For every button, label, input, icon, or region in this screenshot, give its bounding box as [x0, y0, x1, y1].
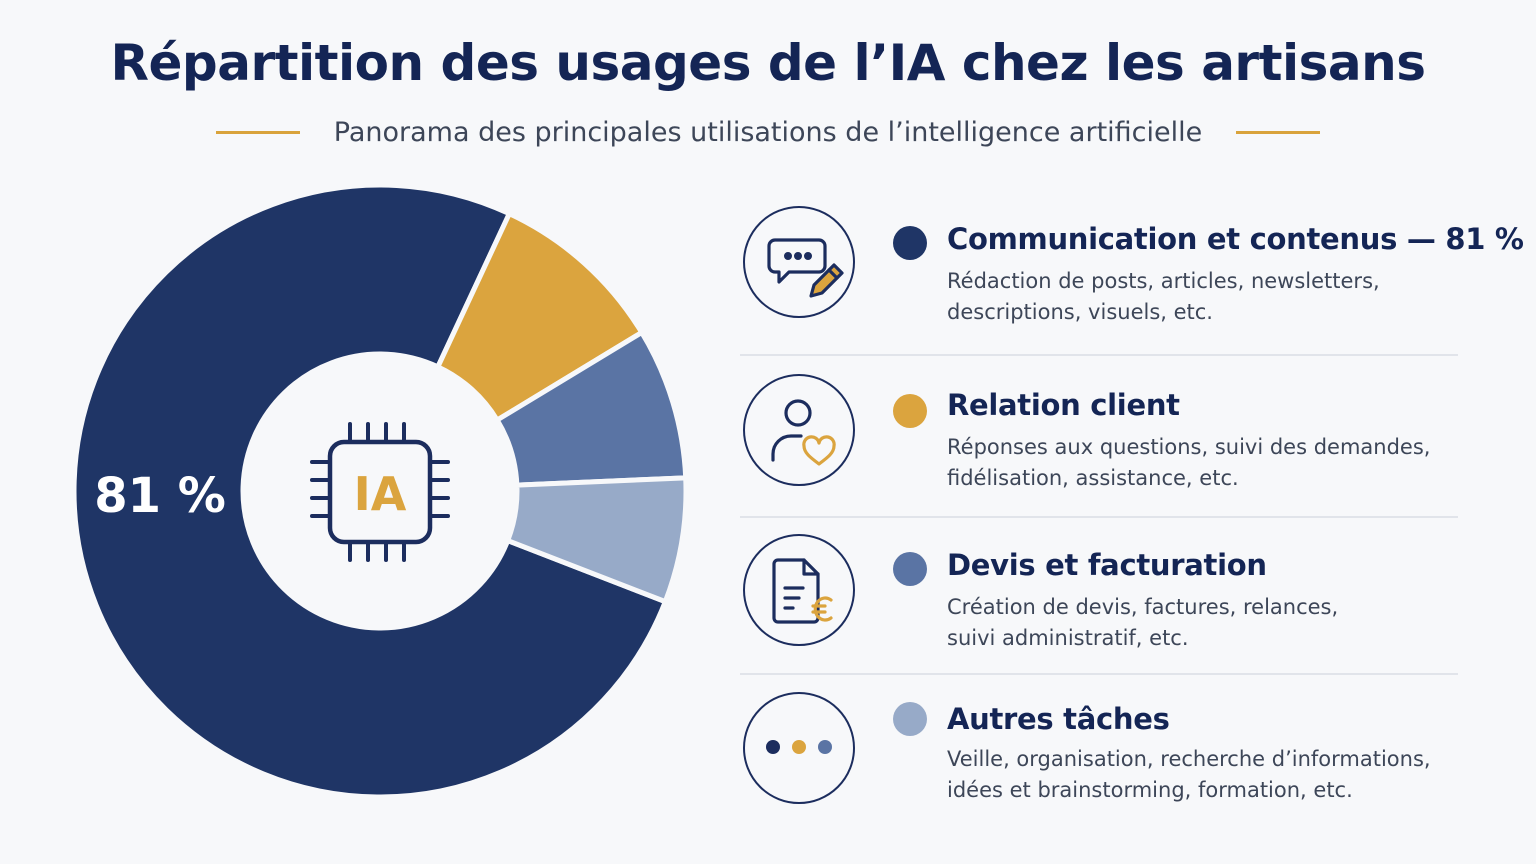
legend-title-devis: Devis et facturation	[947, 548, 1267, 582]
legend-divider	[740, 354, 1458, 356]
donut-slices	[71, 182, 689, 800]
legend-dot-devis	[893, 552, 927, 586]
legend-desc-line: Création de devis, factures, relances,	[947, 595, 1339, 619]
invoice-euro-icon	[743, 534, 855, 646]
legend-divider	[740, 673, 1458, 675]
donut-chart: 81 % IA	[71, 182, 689, 800]
legend-desc-devis: Création de devis, factures, relances, s…	[947, 592, 1447, 654]
legend-desc-relation-client: Réponses aux questions, suivi des demand…	[947, 432, 1447, 494]
page-subtitle: Panorama des principales utilisations de…	[333, 116, 1203, 148]
legend-dot-relation-client	[893, 394, 927, 428]
legend-dot-autres	[893, 702, 927, 736]
legend-title-autres: Autres tâches	[947, 702, 1170, 736]
subtitle-row: Panorama des principales utilisations de…	[0, 112, 1536, 152]
legend-title-relation-client: Relation client	[947, 388, 1180, 422]
legend-desc-line: descriptions, visuels, etc.	[947, 300, 1213, 324]
ai-chip-icon: IA	[310, 422, 450, 562]
page-title: Répartition des usages de l’IA chez les …	[110, 34, 1427, 92]
legend-desc-line: Veille, organisation, recherche d’inform…	[947, 747, 1431, 771]
legend-desc-autres: Veille, organisation, recherche d’inform…	[947, 744, 1447, 806]
chip-label: IA	[354, 467, 407, 521]
legend-desc-line: fidélisation, assistance, etc.	[947, 466, 1239, 490]
user-heart-icon	[743, 374, 855, 486]
legend-desc-communication: Rédaction de posts, articles, newsletter…	[947, 266, 1447, 328]
legend-desc-line: Réponses aux questions, suivi des demand…	[947, 435, 1431, 459]
more-dots-icon	[743, 692, 855, 804]
slice-value-label: 81 %	[94, 468, 226, 524]
legend-desc-line: Rédaction de posts, articles, newsletter…	[947, 269, 1380, 293]
legend-desc-line: suivi administratif, etc.	[947, 626, 1189, 650]
legend-divider	[740, 516, 1458, 518]
subtitle-rule-right	[1236, 130, 1321, 134]
donut-hole	[243, 354, 517, 628]
subtitle-rule-left	[215, 130, 300, 134]
legend-desc-line: idées et brainstorming, formation, etc.	[947, 778, 1353, 802]
legend-title-communication: Communication et contenus — 81 %	[947, 222, 1524, 256]
legend-dot-communication	[893, 226, 927, 260]
chat-pencil-icon	[743, 206, 855, 318]
